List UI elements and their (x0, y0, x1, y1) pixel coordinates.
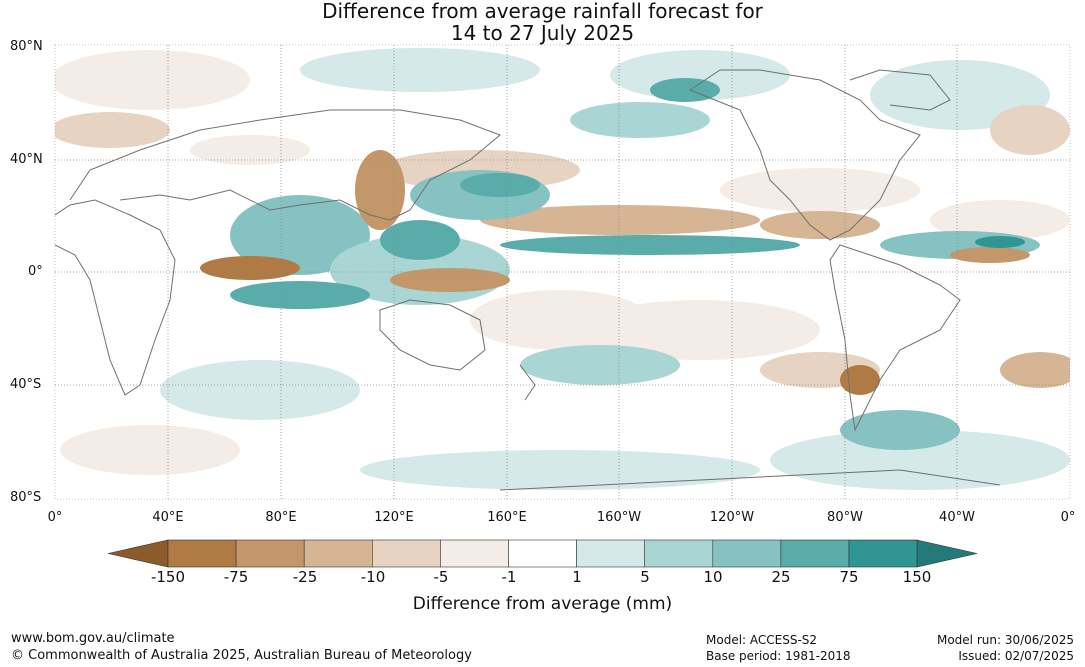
base-period: Base period: 1981-2018 (706, 649, 851, 663)
map-title-line-1: Difference from average rainfall forecas… (322, 0, 763, 23)
colorbar-tick: 5 (640, 568, 650, 586)
colorbar-segment (780, 539, 850, 568)
colorbar-tick: -150 (150, 568, 186, 586)
coastlines (55, 69, 1001, 491)
lat-label-40n: 40°N (10, 152, 43, 167)
anomaly-field-light (55, 48, 1070, 490)
lon-label-80w: 80°W (827, 510, 863, 525)
colorbar-segment (303, 539, 373, 568)
map-frame (54, 44, 1071, 500)
colorbar-segment (576, 539, 645, 568)
map-title-line-2: 14 to 27 July 2025 (450, 21, 635, 45)
lon-label-160w: 160°W (596, 510, 642, 525)
lat-label-40s: 40°S (10, 377, 42, 392)
lat-label-80s: 80°S (10, 490, 42, 505)
colorbar-segment (440, 539, 509, 568)
lon-label-40e: 40°E (152, 510, 184, 525)
website-link[interactable]: www.bom.gov.au/climate (11, 631, 175, 646)
lat-label-80n: 80°N (10, 39, 43, 54)
colorbar-tick: 1 (572, 568, 582, 586)
lon-label-160e: 160°E (487, 510, 527, 525)
lon-label-80e: 80°E (265, 510, 297, 525)
lon-label-120w: 120°W (709, 510, 755, 525)
colorbar-extend-high (916, 539, 978, 568)
colorbar (107, 539, 978, 568)
lon-label-0-right: 0° (1060, 510, 1076, 525)
colorbar-extend-low (107, 539, 169, 568)
colorbar-segment (508, 539, 577, 568)
colorbar-tick: -25 (292, 568, 318, 586)
model-name: Model: ACCESS-S2 (706, 633, 818, 647)
colorbar-segment (235, 539, 305, 568)
lon-label-40w: 40°W (939, 510, 975, 525)
lon-label-0-left: 0° (47, 510, 63, 525)
colorbar-tick: 150 (902, 568, 932, 586)
colorbar-tick: -75 (223, 568, 249, 586)
colorbar-segment (371, 539, 441, 568)
colorbar-tick: -5 (433, 568, 449, 586)
colorbar-segment (644, 539, 714, 568)
colorbar-label: Difference from average (mm) (412, 594, 673, 614)
anomaly-field-strong (200, 78, 1030, 395)
colorbar-segment (167, 539, 237, 568)
issued-date: Issued: 02/07/2025 (958, 649, 1074, 663)
lat-label-equator: 0° (28, 264, 43, 279)
colorbar-tick: 10 (703, 568, 723, 586)
colorbar-tick: -10 (360, 568, 386, 586)
model-run-date: Model run: 30/06/2025 (936, 633, 1074, 647)
colorbar-segment (712, 539, 782, 568)
colorbar-segment (848, 539, 918, 568)
lon-label-120e: 120°E (374, 510, 414, 525)
graticule (55, 45, 1070, 499)
copyright-text: © Commonwealth of Australia 2025, Austra… (11, 648, 472, 663)
colorbar-tick: 25 (771, 568, 791, 586)
colorbar-tick: -1 (501, 568, 517, 586)
colorbar-tick: 75 (839, 568, 859, 586)
